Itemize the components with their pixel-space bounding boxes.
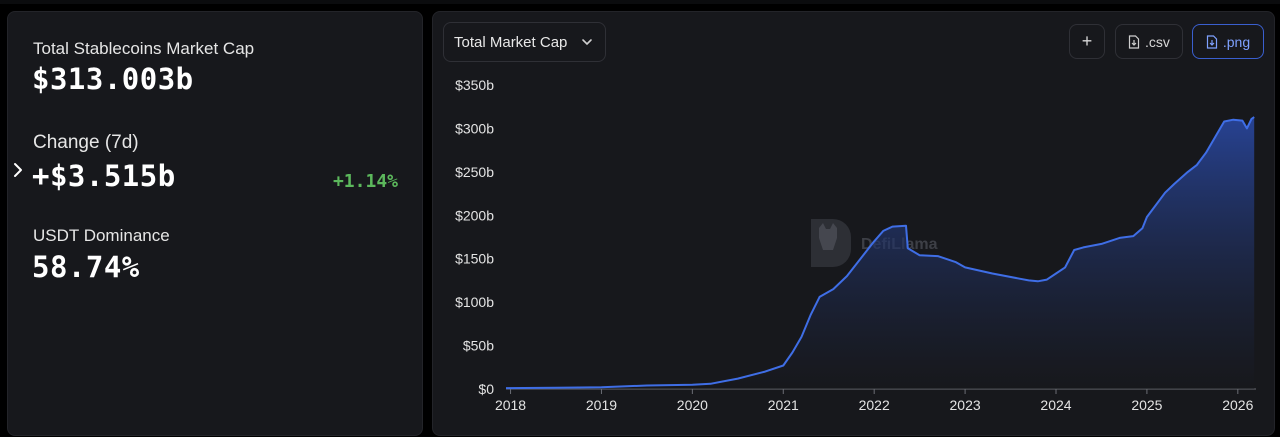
dominance-value: 58.74%	[32, 250, 140, 284]
x-tick-label: 2021	[768, 397, 799, 413]
market-cap-value: $313.003b	[32, 62, 194, 96]
top-border	[0, 0, 1280, 4]
y-tick-label: $0	[478, 381, 494, 397]
download-png-button[interactable]: .png	[1192, 24, 1264, 59]
x-tick-label: 2020	[677, 397, 708, 413]
y-tick-label: $200b	[455, 207, 494, 223]
dominance-label: USDT Dominance	[33, 226, 170, 245]
metric-select[interactable]: Total Market Cap	[443, 22, 606, 62]
market-cap-label: Total Stablecoins Market Cap	[33, 39, 255, 58]
y-tick-label: $150b	[455, 251, 494, 267]
plus-icon: +	[1081, 31, 1093, 51]
y-axis: $0 $50b $100b $150b $200b $250b $300b $350b	[455, 77, 494, 397]
change-label: Change (7d)	[33, 132, 139, 153]
x-tick-label: 2019	[586, 397, 617, 413]
change-percent: +1.14%	[332, 171, 398, 192]
file-download-icon	[1128, 34, 1140, 49]
file-download-icon	[1206, 34, 1217, 49]
y-tick-label: $50b	[463, 338, 494, 354]
area-fill	[506, 117, 1255, 389]
chart-panel: DefiLlama $0$50b$100b$150b$200b$250b$300…	[432, 11, 1275, 436]
metric-select-label: Total Market Cap	[454, 33, 568, 51]
market-cap-chart: DefiLlama $0$50b$100b$150b$200b$250b$300…	[455, 77, 1256, 413]
chevron-right-icon[interactable]	[10, 160, 26, 180]
download-csv-button[interactable]: .csv	[1115, 24, 1183, 59]
y-tick-label: $300b	[455, 120, 494, 136]
series-line	[505, 116, 1255, 390]
x-tick-label: 2026	[1222, 397, 1253, 413]
x-tick-label: 2022	[859, 397, 890, 413]
x-axis: 2018 2019 2020 2021 2022 2023 2024 2025 2026	[495, 388, 1256, 413]
add-button[interactable]: +	[1069, 24, 1105, 59]
stats-panel: Total Stablecoins Market Cap $313.003b C…	[7, 11, 423, 436]
y-tick-label: $250b	[455, 164, 494, 180]
x-tick-label: 2023	[950, 397, 981, 413]
x-tick-label: 2024	[1040, 397, 1071, 413]
png-label: .png	[1222, 33, 1251, 50]
y-tick-label: $350b	[455, 77, 494, 93]
x-tick-label: 2018	[495, 397, 526, 413]
x-tick-label: 2025	[1131, 397, 1162, 413]
y-tick-label: $100b	[455, 294, 494, 310]
csv-label: .csv	[1145, 33, 1170, 50]
chevron-down-icon	[582, 39, 592, 46]
change-value: +$3.515b	[32, 159, 176, 193]
